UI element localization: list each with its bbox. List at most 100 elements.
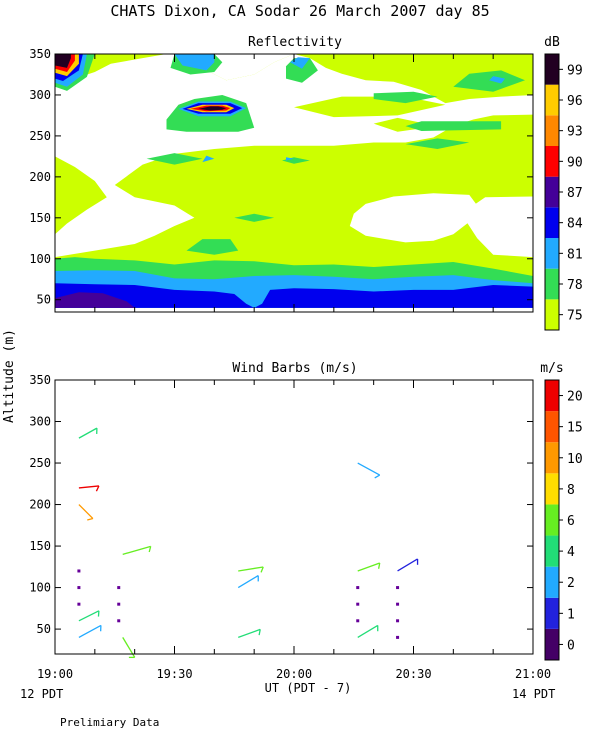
reflectivity-colorbar-swatch	[545, 146, 559, 177]
reflectivity-y-tick-label: 350	[29, 47, 51, 61]
x-axis-label: UT (PDT - 7)	[265, 681, 352, 695]
calm-wind-marker	[117, 602, 121, 606]
wind-barb	[237, 575, 259, 589]
wind-barb	[78, 504, 94, 520]
reflectivity-colorbar-swatch	[545, 268, 559, 300]
wind-barb-flag	[87, 517, 94, 521]
calm-wind-marker	[77, 586, 81, 590]
reflectivity-y-tick-label: 150	[29, 211, 51, 225]
reflectivity-y-tick-label: 300	[29, 88, 51, 102]
calm-wind-marker	[396, 635, 400, 639]
calm-wind-marker	[117, 619, 121, 623]
wind-colorbar-swatch	[545, 380, 559, 412]
wind-colorbar-tick-label: 0	[567, 638, 575, 653]
reflectivity-colorbar-tick-label: 81	[567, 247, 583, 262]
reflectivity-contour-l78	[453, 70, 525, 92]
wind-barb	[357, 624, 379, 638]
reflectivity-y-tick-label: 200	[29, 170, 51, 184]
reflectivity-colorbar-swatch	[545, 238, 559, 269]
reflectivity-colorbar-swatch	[545, 176, 559, 208]
wind-colorbar-tick-label: 4	[567, 545, 575, 560]
wind-colorbar-swatch	[545, 628, 559, 660]
calm-wind-marker	[356, 586, 360, 590]
x-tick-label: 19:00	[37, 667, 73, 681]
wind-colorbar-swatch	[545, 535, 559, 567]
wind-barb	[238, 628, 261, 639]
wind-colorbar-tick-label: 15	[567, 421, 583, 436]
wind-barb	[78, 485, 99, 489]
wind-barb-flag	[258, 629, 261, 636]
start-label: 12 PDT	[20, 687, 63, 701]
wind-barb	[357, 462, 381, 476]
calm-wind-marker	[77, 602, 81, 606]
reflectivity-colorbar-swatch	[545, 84, 559, 116]
reflectivity-colorbar: 75 78 81 84 87 90 93 96 99	[544, 53, 583, 331]
reflectivity-colorbar-tick-label: 90	[567, 155, 583, 170]
wind-colorbar-tick-label: 6	[567, 514, 575, 529]
reflectivity-y-tick-label: 100	[29, 252, 51, 266]
calm-wind-marker	[396, 602, 400, 606]
reflectivity-colorbar-swatch	[545, 299, 559, 330]
reflectivity-colorbar-tick-label: 75	[567, 309, 583, 324]
reflectivity-contour-l78	[405, 138, 470, 149]
reflectivity-plot	[55, 54, 533, 312]
wind-barb-flag	[260, 566, 264, 573]
reflectivity-contour-l78	[405, 121, 502, 131]
wind-colorbar-tick-label: 20	[567, 390, 583, 405]
reflectivity-contour-l78	[373, 91, 438, 104]
reflectivity-contour-l78	[146, 153, 203, 165]
figure-title: CHATS Dixon, CA Sodar 26 March 2007 day …	[110, 2, 489, 20]
reflectivity-contour-l81	[202, 155, 215, 163]
wind-barbs-plot	[77, 427, 419, 659]
reflectivity-contour-l81	[174, 54, 215, 71]
reflectivity-colorbar-tick-label: 93	[567, 125, 583, 140]
wind-colorbar-swatch	[545, 504, 559, 536]
reflectivity-colorbar-swatch	[545, 115, 559, 146]
reflectivity-y-tick-label: 250	[29, 129, 51, 143]
reflectivity-contour-l81	[290, 57, 310, 69]
wind-colorbar-swatch	[545, 566, 559, 598]
end-label: 14 PDT	[512, 687, 555, 701]
reflectivity-contour-bg	[349, 193, 478, 243]
wind-barb	[78, 624, 102, 638]
calm-wind-marker	[396, 586, 400, 590]
calm-wind-marker	[117, 586, 121, 590]
reflectivity-contour-l78	[186, 239, 239, 255]
x-tick-label: 20:00	[276, 667, 312, 681]
footer-note: Prelimiary Data	[60, 716, 159, 729]
wind-barb	[78, 610, 100, 622]
reflectivity-contour-l81	[489, 76, 506, 84]
wind-colorbar-swatch	[545, 597, 559, 629]
reflectivity-colorbar-tick-label: 99	[567, 63, 583, 78]
reflectivity-colorbar-tick-label: 84	[567, 217, 583, 232]
wind-y-tick-label: 200	[29, 498, 51, 512]
wind-barbs-title: Wind Barbs (m/s)	[232, 361, 357, 376]
wind-y-tick-label: 350	[29, 373, 51, 387]
wind-colorbar-tick-label: 8	[567, 483, 575, 498]
wind-y-tick-label: 250	[29, 456, 51, 470]
wind-y-tick-label: 300	[29, 415, 51, 429]
reflectivity-colorbar-tick-label: 87	[567, 186, 583, 201]
wind-barb-flag	[374, 474, 381, 479]
wind-barb-flag	[148, 546, 152, 553]
reflectivity-y-tick-label: 50	[37, 293, 51, 307]
reflectivity-contour-l78	[234, 213, 275, 222]
wind-colorbar-swatch	[545, 442, 559, 474]
wind-barb	[238, 566, 264, 572]
calm-wind-marker	[396, 619, 400, 623]
reflectivity-colorbar-tick-label: 96	[567, 94, 583, 109]
wind-barb	[122, 545, 151, 555]
reflectivity-contour-l99	[198, 106, 227, 111]
reflectivity-colorbar-unit: dB	[544, 35, 560, 50]
reflectivity-colorbar-swatch	[545, 207, 559, 238]
wind-barb	[397, 558, 418, 572]
reflectivity-title: Reflectivity	[248, 35, 342, 50]
calm-wind-marker	[356, 602, 360, 606]
x-tick-label: 21:00	[515, 667, 551, 681]
reflectivity-colorbar-tick-label: 78	[567, 278, 583, 293]
reflectivity-contour-l87	[55, 292, 135, 308]
wind-barb-flag	[377, 562, 381, 569]
x-tick-label: 19:30	[156, 667, 192, 681]
reflectivity-contour-l99	[55, 54, 71, 68]
